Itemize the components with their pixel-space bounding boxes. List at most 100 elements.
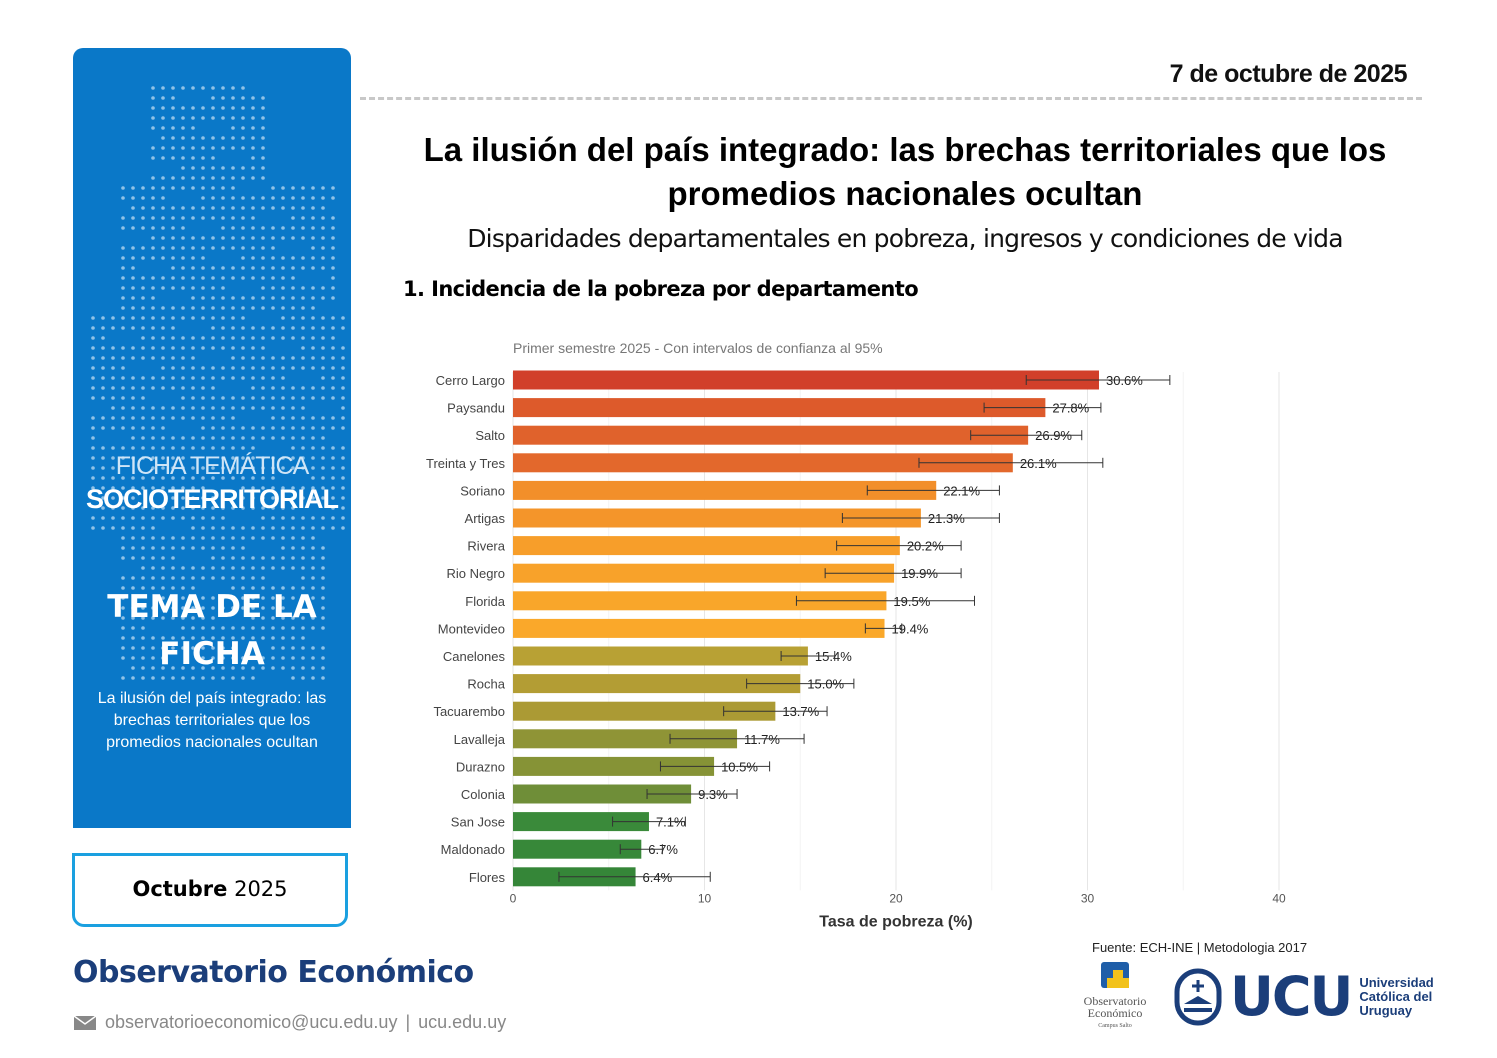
map-dot	[311, 326, 315, 330]
map-dot	[101, 346, 105, 350]
map-dot	[261, 226, 265, 230]
bar-value-label: 10.5%	[721, 759, 758, 774]
map-dot	[171, 416, 175, 420]
map-dot	[201, 446, 205, 450]
map-dot	[211, 206, 215, 210]
map-dot	[251, 116, 255, 120]
map-dot	[311, 356, 315, 360]
map-dot	[331, 196, 335, 200]
map-dot	[211, 146, 215, 150]
map-dot	[161, 506, 165, 510]
map-dot	[91, 396, 95, 400]
map-dot	[131, 356, 135, 360]
map-dot	[191, 506, 195, 510]
map-dot	[101, 376, 105, 380]
map-dot	[211, 286, 215, 290]
map-dot	[241, 556, 245, 560]
map-dot	[181, 346, 185, 350]
map-dot	[261, 356, 265, 360]
map-dot	[131, 266, 135, 270]
map-dot	[271, 416, 275, 420]
map-dot	[231, 356, 235, 360]
map-dot	[261, 296, 265, 300]
map-dot	[151, 186, 155, 190]
map-dot	[311, 576, 315, 580]
map-dot	[181, 306, 185, 310]
map-dot	[161, 286, 165, 290]
map-dot	[151, 586, 155, 590]
map-dot	[171, 596, 175, 600]
map-dot	[231, 166, 235, 170]
map-dot	[251, 396, 255, 400]
map-dot	[181, 646, 185, 650]
map-dot	[151, 656, 155, 660]
map-dot	[181, 606, 185, 610]
map-dot	[261, 176, 265, 180]
map-dot	[271, 436, 275, 440]
map-dot	[231, 146, 235, 150]
map-dot	[151, 236, 155, 240]
map-dot	[341, 486, 345, 490]
map-dot	[221, 376, 225, 380]
map-dot	[291, 436, 295, 440]
map-dot	[181, 626, 185, 630]
map-dot	[151, 216, 155, 220]
map-dot	[241, 396, 245, 400]
map-dot	[311, 316, 315, 320]
chart-subtitle: Primer semestre 2025 - Con intervalos de…	[513, 340, 883, 356]
map-dot	[291, 486, 295, 490]
map-dot	[251, 126, 255, 130]
map-dot	[311, 226, 315, 230]
map-dot	[301, 366, 305, 370]
map-dot	[261, 366, 265, 370]
map-dot	[151, 86, 155, 90]
map-dot	[171, 666, 175, 670]
map-dot	[301, 576, 305, 580]
map-dot	[321, 236, 325, 240]
map-dot	[171, 86, 175, 90]
map-dot	[211, 266, 215, 270]
map-dot	[161, 666, 165, 670]
map-dot	[141, 516, 145, 520]
y-category-label: Artigas	[465, 511, 506, 526]
bar	[513, 618, 885, 638]
map-dot	[171, 576, 175, 580]
map-dot	[121, 626, 125, 630]
map-dot	[251, 596, 255, 600]
y-category-label: Tacuarembo	[433, 704, 505, 719]
map-dot	[141, 626, 145, 630]
map-dot	[161, 226, 165, 230]
map-dot	[251, 626, 255, 630]
map-dot	[231, 236, 235, 240]
map-dot	[221, 236, 225, 240]
map-dot	[231, 226, 235, 230]
map-dot	[331, 326, 335, 330]
map-dot	[291, 526, 295, 530]
map-dot	[191, 296, 195, 300]
map-dot	[231, 566, 235, 570]
sidebar-line1: FICHA TEMÁTICA	[115, 452, 310, 480]
x-axis-title: Tasa de pobreza (%)	[819, 913, 973, 930]
map-dot	[181, 616, 185, 620]
map-dot	[251, 526, 255, 530]
map-dot	[101, 446, 105, 450]
map-dot	[301, 426, 305, 430]
map-dot	[281, 326, 285, 330]
map-dot	[311, 436, 315, 440]
map-dot	[181, 276, 185, 280]
y-category-label: Canelones	[443, 649, 506, 664]
map-dot	[311, 196, 315, 200]
map-dot	[181, 496, 185, 500]
map-dot	[131, 666, 135, 670]
email-link[interactable]: observatorioeconomico@ucu.edu.uy	[105, 1012, 398, 1032]
map-dot	[91, 336, 95, 340]
map-dot	[101, 516, 105, 520]
y-category-label: Maldonado	[441, 842, 505, 857]
map-dot	[291, 676, 295, 680]
map-dot	[311, 206, 315, 210]
map-dot	[251, 456, 255, 460]
map-dot	[251, 196, 255, 200]
map-dot	[341, 376, 345, 380]
website-link[interactable]: ucu.edu.uy	[418, 1012, 507, 1032]
map-dot	[161, 656, 165, 660]
